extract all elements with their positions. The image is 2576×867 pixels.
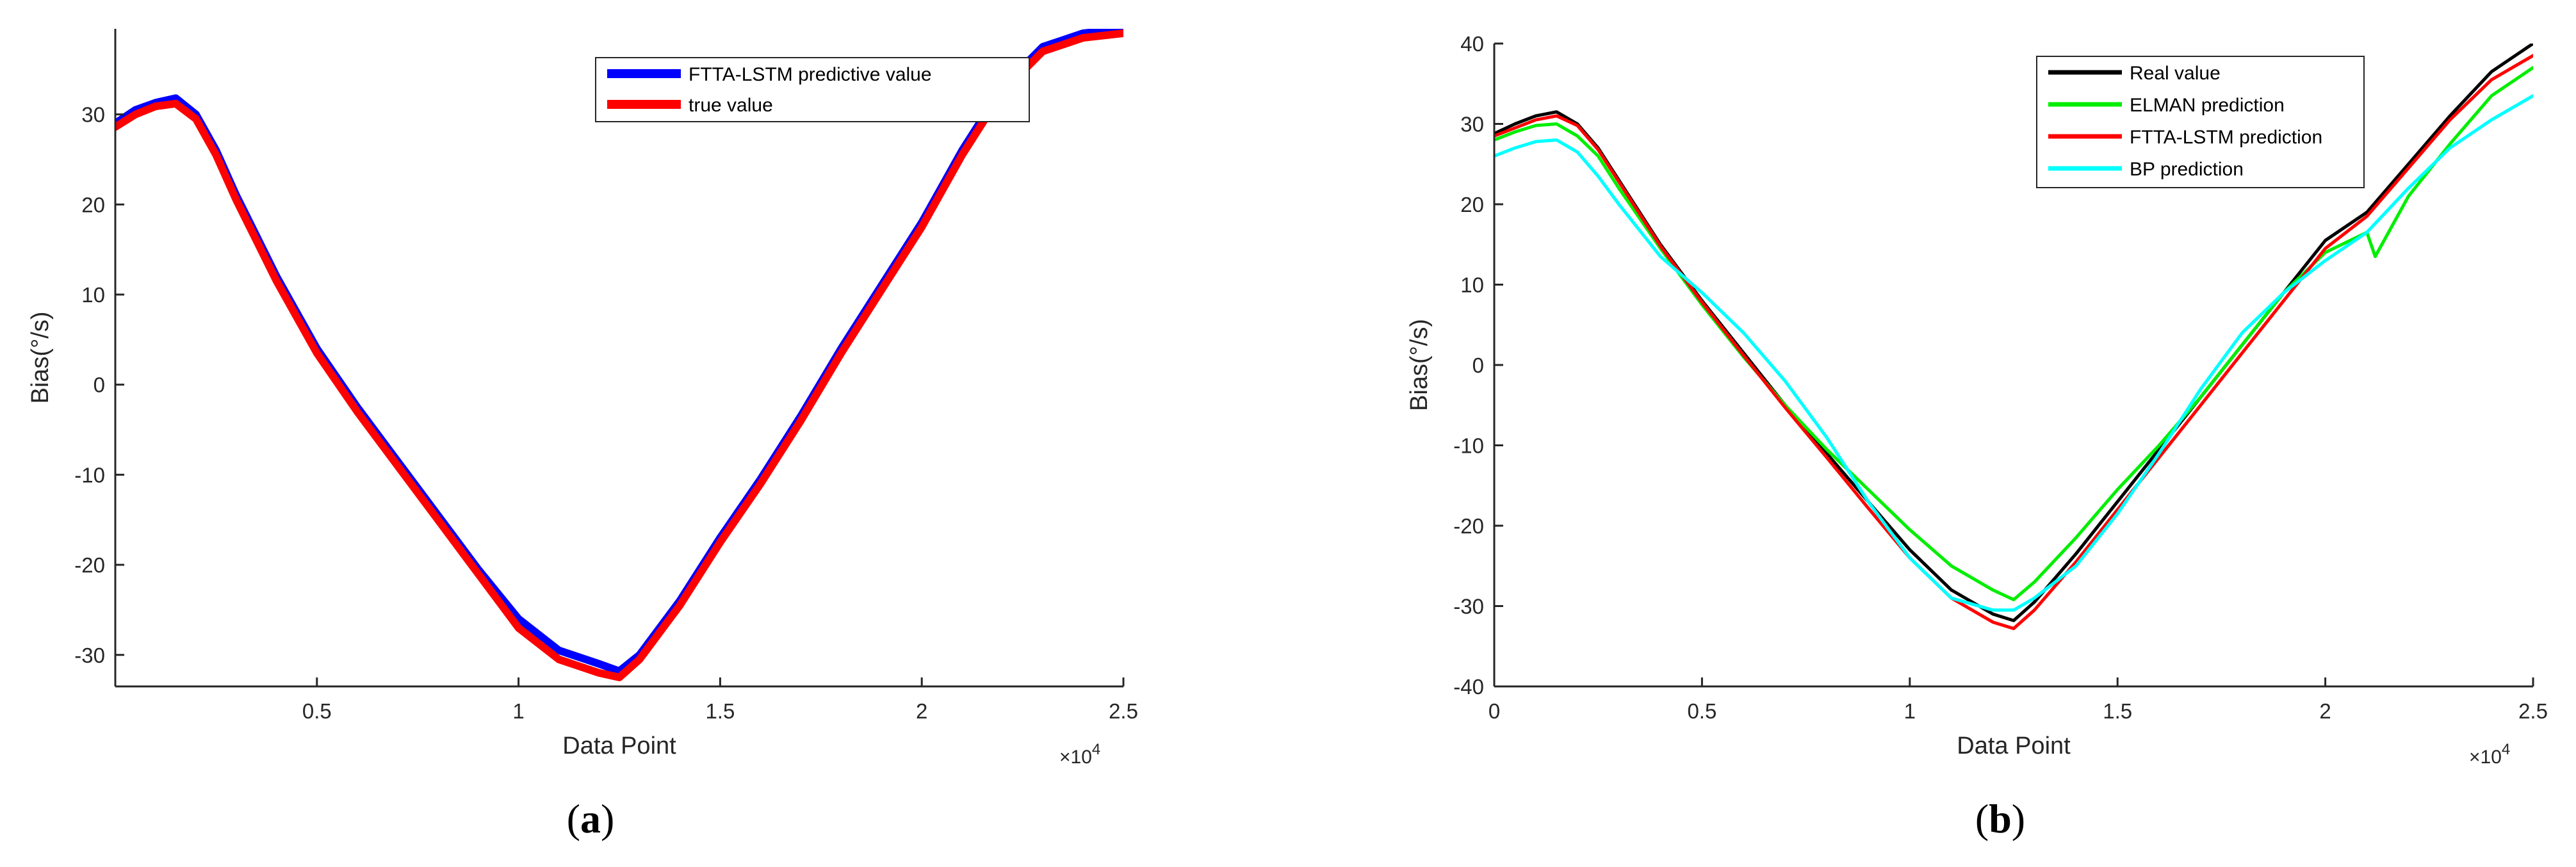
plot-area bbox=[115, 29, 1123, 681]
legend-box bbox=[2036, 56, 2365, 188]
legend-label: ELMAN prediction bbox=[2130, 95, 2285, 116]
y-tick-label: -10 bbox=[74, 463, 105, 487]
y-tick-label: -20 bbox=[74, 553, 105, 577]
x-tick-label: 0.5 bbox=[302, 699, 332, 723]
x-axis-multiplier: ×104 bbox=[2469, 741, 2510, 768]
x-tick-label: 0.5 bbox=[1687, 699, 1716, 723]
x-axis-title: Data Point bbox=[562, 733, 676, 759]
y-axis-title: Bias(°/s) bbox=[1406, 319, 1433, 411]
y-tick-label: 40 bbox=[1460, 32, 1484, 56]
y-tick-label: 10 bbox=[1460, 273, 1484, 297]
chart-panel-a: 0.5 1 1.5 2 2.5 -30 -20 -10 0 10 20 30 Data Point Bia… bbox=[27, 29, 1138, 841]
series-line-elman-prediction bbox=[1494, 66, 2533, 601]
x-tick-label: 2.5 bbox=[1109, 699, 1138, 723]
y-tick-label: -40 bbox=[1453, 675, 1484, 699]
x-axis-title: Data Point bbox=[1957, 733, 2071, 759]
legend: Real value ELMAN prediction FTTA-LSTM pred… bbox=[2036, 56, 2365, 188]
legend-label: FTTA-LSTM prediction bbox=[2130, 127, 2322, 148]
legend: FTTA-LSTM predictive value true value bbox=[595, 57, 1030, 122]
y-tick-label: 0 bbox=[1472, 353, 1484, 377]
x-tick-label: 2.5 bbox=[2518, 699, 2548, 723]
legend-label: true value bbox=[689, 95, 773, 116]
y-tick-label: 30 bbox=[1460, 113, 1484, 136]
y-tick-label: 10 bbox=[81, 283, 105, 307]
series-line-true-value bbox=[115, 29, 1123, 681]
y-tick-label: 30 bbox=[81, 103, 105, 127]
x-tick-label: 1.5 bbox=[705, 699, 735, 723]
y-tick-label: -20 bbox=[1453, 514, 1484, 538]
y-tick-label: -10 bbox=[1453, 434, 1484, 458]
series-line-ftta-lstm-predictive-value bbox=[115, 29, 1123, 676]
legend-box bbox=[595, 57, 1030, 122]
x-tick-label: 0 bbox=[1488, 699, 1500, 723]
legend-label: FTTA-LSTM predictive value bbox=[689, 64, 932, 85]
y-tick-label: -30 bbox=[74, 644, 105, 667]
legend-label: Real value bbox=[2130, 63, 2221, 84]
series-line-bp-prediction bbox=[1494, 94, 2533, 612]
x-axis-multiplier: ×104 bbox=[1059, 741, 1100, 768]
x-tick-label: 2 bbox=[916, 699, 927, 723]
y-axis-title: Bias(°/s) bbox=[27, 312, 54, 404]
y-tick-label: 0 bbox=[94, 373, 105, 397]
x-tick-label: 1 bbox=[1904, 699, 1916, 723]
x-tick-label: 1.5 bbox=[2103, 699, 2132, 723]
legend-label: BP prediction bbox=[2130, 159, 2244, 180]
chart-panel-b: 0 0.5 1 1.5 2 2.5 -40 -30 -20 -10 0 10 20 30 40 Data Po… bbox=[1406, 32, 2548, 841]
series-line-ftta-lstm-prediction bbox=[1494, 54, 2533, 631]
plot-area bbox=[1494, 44, 2533, 631]
x-tick-label: 1 bbox=[512, 699, 524, 723]
y-tick-label: 20 bbox=[81, 193, 105, 216]
panel-label: (a) bbox=[567, 796, 615, 841]
series-line-real-value bbox=[1494, 44, 2533, 622]
y-tick-label: 20 bbox=[1460, 193, 1484, 216]
y-tick-label: -30 bbox=[1453, 595, 1484, 619]
x-tick-label: 2 bbox=[2319, 699, 2331, 723]
panel-label: (b) bbox=[1975, 796, 2025, 841]
